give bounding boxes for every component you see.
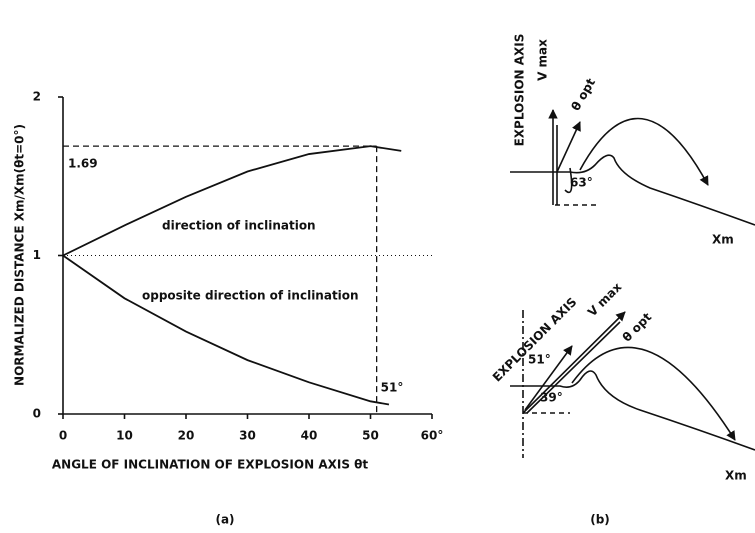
vline-label: 51° [381, 381, 404, 395]
curve [63, 146, 401, 255]
hline-label: 1.69 [68, 157, 98, 171]
ground-profile [510, 155, 755, 225]
x-tick-label: 60° [421, 429, 444, 443]
vmax-label: V max [585, 280, 625, 320]
x-tick-label: 30 [239, 429, 256, 443]
x-tick-label: 40 [301, 429, 318, 443]
distance-label: Xm [712, 233, 734, 247]
y-tick-label: 0 [33, 407, 41, 421]
distance-label: Xm [725, 469, 747, 483]
axis-label: EXPLOSION AXIS [513, 34, 527, 147]
theta-label: θ opt [620, 310, 655, 345]
x-tick-label: 0 [59, 429, 67, 443]
trajectory [572, 347, 735, 440]
chart-a: 0 10 20 30 40 50 60° 0 1 2 1.69 51° direction of inc… [33, 90, 444, 443]
theta-label: θ opt [569, 76, 599, 114]
ground-profile [510, 371, 755, 450]
angle1-label: 51° [528, 353, 551, 367]
series-label: direction of inclination [162, 219, 316, 233]
angle-label: 63° [570, 176, 593, 190]
curve [63, 256, 389, 405]
y-axis-label: NORMALIZED DISTANCE Xm/Xm(θt=0°) [13, 124, 27, 386]
trajectory [580, 119, 708, 185]
x-tick-label: 10 [116, 429, 133, 443]
x-tick-label: 20 [178, 429, 195, 443]
theta-arrow [557, 122, 580, 172]
diagram-top: EXPLOSION AXIS V max θ opt 63° Xm [510, 34, 755, 247]
diagram-bottom: EXPLOSION AXIS V max θ opt 51° 39° Xm [490, 280, 755, 483]
angle2-label: 39° [540, 391, 563, 405]
caption-a: (a) [215, 513, 234, 527]
figure: 0 10 20 30 40 50 60° 0 1 2 1.69 51° direction of inc… [0, 0, 755, 533]
series-label: opposite direction of inclination [142, 289, 359, 303]
x-tick-label: 50 [362, 429, 379, 443]
y-tick-label: 2 [33, 90, 41, 104]
y-tick-label: 1 [33, 248, 41, 262]
caption-b: (b) [590, 513, 610, 527]
x-axis-label: ANGLE OF INCLINATION OF EXPLOSION AXIS θ… [52, 458, 369, 472]
vmax-label: V max [536, 39, 550, 81]
